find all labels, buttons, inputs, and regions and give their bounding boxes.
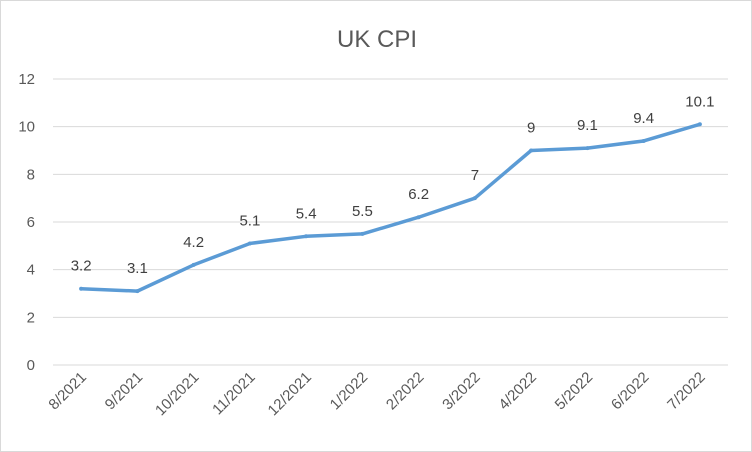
data-point xyxy=(697,122,702,127)
data-point xyxy=(472,196,477,201)
chart-title: UK CPI xyxy=(337,26,417,53)
data-label: 3.1 xyxy=(127,260,148,277)
series-line xyxy=(79,122,702,293)
gridlines xyxy=(53,78,728,366)
data-point xyxy=(585,146,590,151)
data-label: 9.4 xyxy=(633,110,654,127)
x-tick-label: 1/2022 xyxy=(327,369,371,413)
y-tick-label: 8 xyxy=(27,166,35,183)
x-tick-label: 11/2021 xyxy=(209,369,259,419)
y-tick-label: 4 xyxy=(27,262,35,279)
data-label: 7 xyxy=(471,167,479,184)
x-axis-tick-labels: 8/2021 9/2021 10/2021 11/2021 12/2021 1/2022 2… xyxy=(45,369,708,419)
data-label: 4.2 xyxy=(183,234,204,251)
data-label: 5.4 xyxy=(296,205,317,222)
series-layer xyxy=(79,122,702,294)
data-label: 10.1 xyxy=(685,93,714,110)
y-tick-label: 10 xyxy=(18,119,35,136)
data-label: 9.1 xyxy=(577,117,598,134)
data-point xyxy=(191,262,196,267)
y-tick-label: 0 xyxy=(27,357,35,374)
data-label: 5.5 xyxy=(352,203,373,220)
x-tick-label: 4/2022 xyxy=(495,369,539,413)
x-tick-label: 5/2022 xyxy=(552,369,596,413)
x-tick-label: 2/2022 xyxy=(383,369,427,413)
x-tick-label: 7/2022 xyxy=(664,369,708,413)
x-tick-label: 3/2022 xyxy=(439,369,483,413)
x-tick-label: 6/2022 xyxy=(608,369,652,413)
data-point xyxy=(416,215,421,220)
y-tick-label: 6 xyxy=(27,214,35,231)
x-tick-label: 12/2021 xyxy=(265,369,315,419)
data-label: 9 xyxy=(527,120,535,137)
y-axis-tick-labels: 0 2 4 6 8 10 12 xyxy=(18,71,35,374)
data-label: 5.1 xyxy=(239,212,260,229)
data-label: 6.2 xyxy=(408,186,429,203)
x-tick-label: 8/2021 xyxy=(45,369,89,413)
data-point xyxy=(304,234,309,239)
x-tick-label: 10/2021 xyxy=(152,369,202,419)
data-point xyxy=(247,241,252,246)
data-label: 3.2 xyxy=(71,258,92,275)
data-point xyxy=(360,231,365,236)
x-tick-label: 9/2021 xyxy=(102,369,146,413)
y-tick-label: 2 xyxy=(27,309,35,326)
data-point xyxy=(135,289,140,294)
data-labels: 3.2 3.1 4.2 5.1 5.4 5.5 6.2 7 9 9.1 9.4 10.1 xyxy=(71,93,715,277)
data-point xyxy=(641,138,646,143)
data-point xyxy=(79,286,84,291)
data-point xyxy=(529,148,534,153)
y-tick-label: 12 xyxy=(18,71,35,88)
